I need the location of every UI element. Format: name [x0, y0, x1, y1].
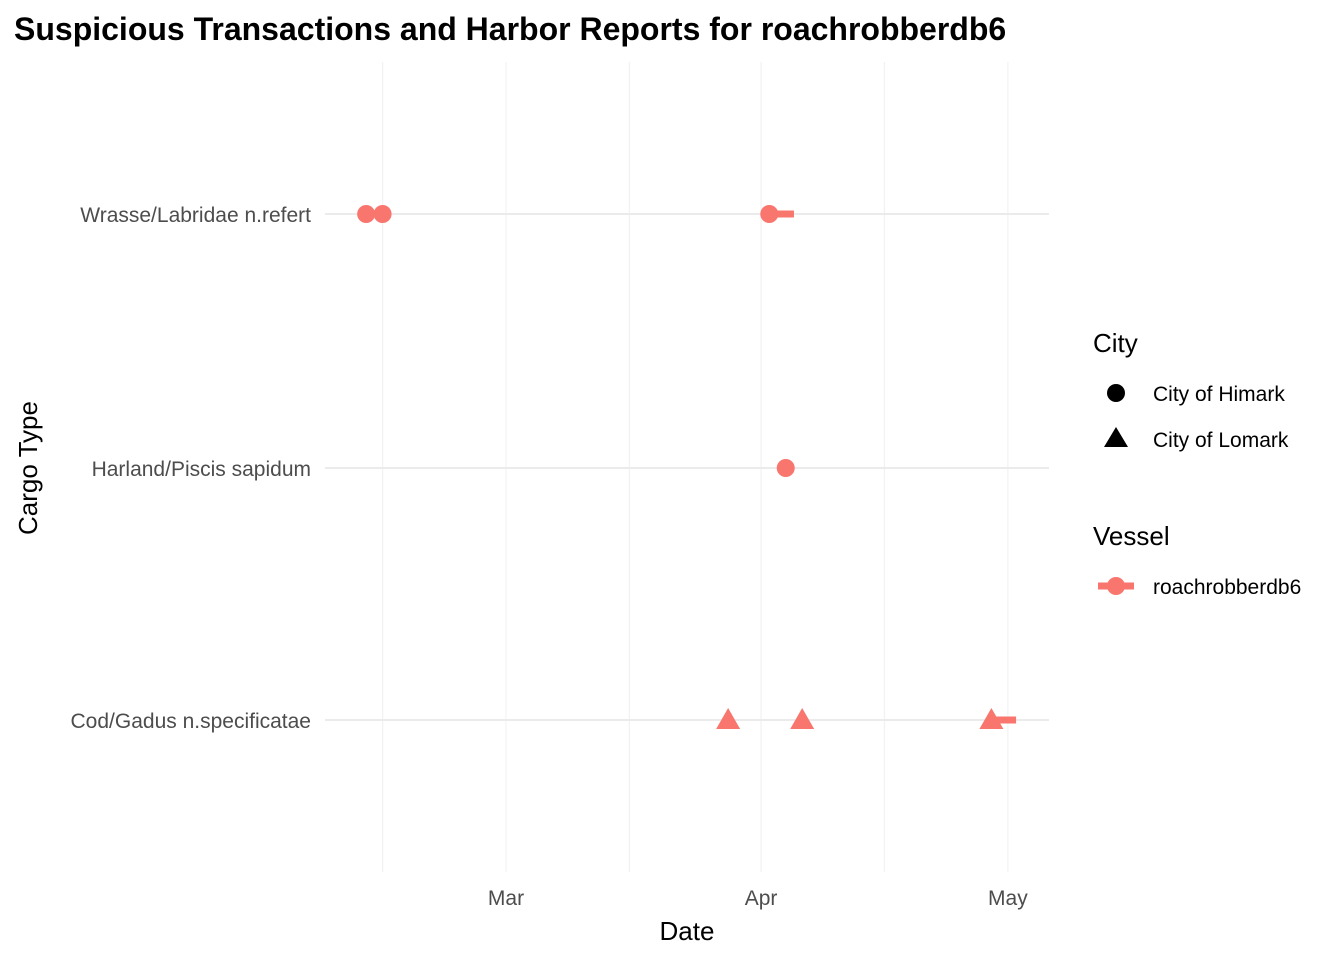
y-tick-label: Harland/Piscis sapidum — [92, 458, 311, 481]
grid-lines — [325, 62, 1049, 872]
y-tick-label: Wrasse/Labridae n.refert — [80, 204, 311, 227]
x-axis-tick-labels: Mar Apr May — [488, 887, 1028, 910]
legend-vessel-dot-icon — [1107, 577, 1125, 595]
data-point-circle — [760, 205, 779, 223]
legend-circle-icon — [1107, 384, 1125, 402]
legend-vessel-title: Vessel — [1093, 521, 1170, 551]
x-axis-title: Date — [660, 916, 715, 946]
legend: City City of Himark City of Lomark Vesse… — [1093, 328, 1301, 599]
x-tick-label: Apr — [745, 887, 778, 910]
x-tick-label: May — [988, 887, 1028, 910]
x-tick-label: Mar — [488, 887, 524, 910]
data-point-triangle — [979, 708, 1004, 729]
legend-vessel-label: roachrobberdb6 — [1153, 576, 1301, 599]
y-axis-title: Cargo Type — [13, 401, 43, 535]
data-point-circle — [373, 205, 392, 223]
data-points — [357, 205, 1004, 729]
data-point-triangle — [716, 708, 741, 729]
legend-city-title: City — [1093, 328, 1138, 358]
data-point-circle — [357, 205, 376, 223]
chart-title: Suspicious Transactions and Harbor Repor… — [14, 11, 1006, 47]
legend-triangle-icon — [1104, 427, 1128, 447]
data-point-triangle — [790, 708, 815, 729]
legend-city-himark-label: City of Himark — [1153, 383, 1285, 406]
y-axis-tick-labels: Cod/Gadus n.specificatae Harland/Piscis s… — [71, 204, 312, 733]
y-tick-label: Cod/Gadus n.specificatae — [71, 710, 311, 733]
data-point-circle — [776, 459, 795, 477]
legend-city-lomark-label: City of Lomark — [1153, 429, 1289, 452]
